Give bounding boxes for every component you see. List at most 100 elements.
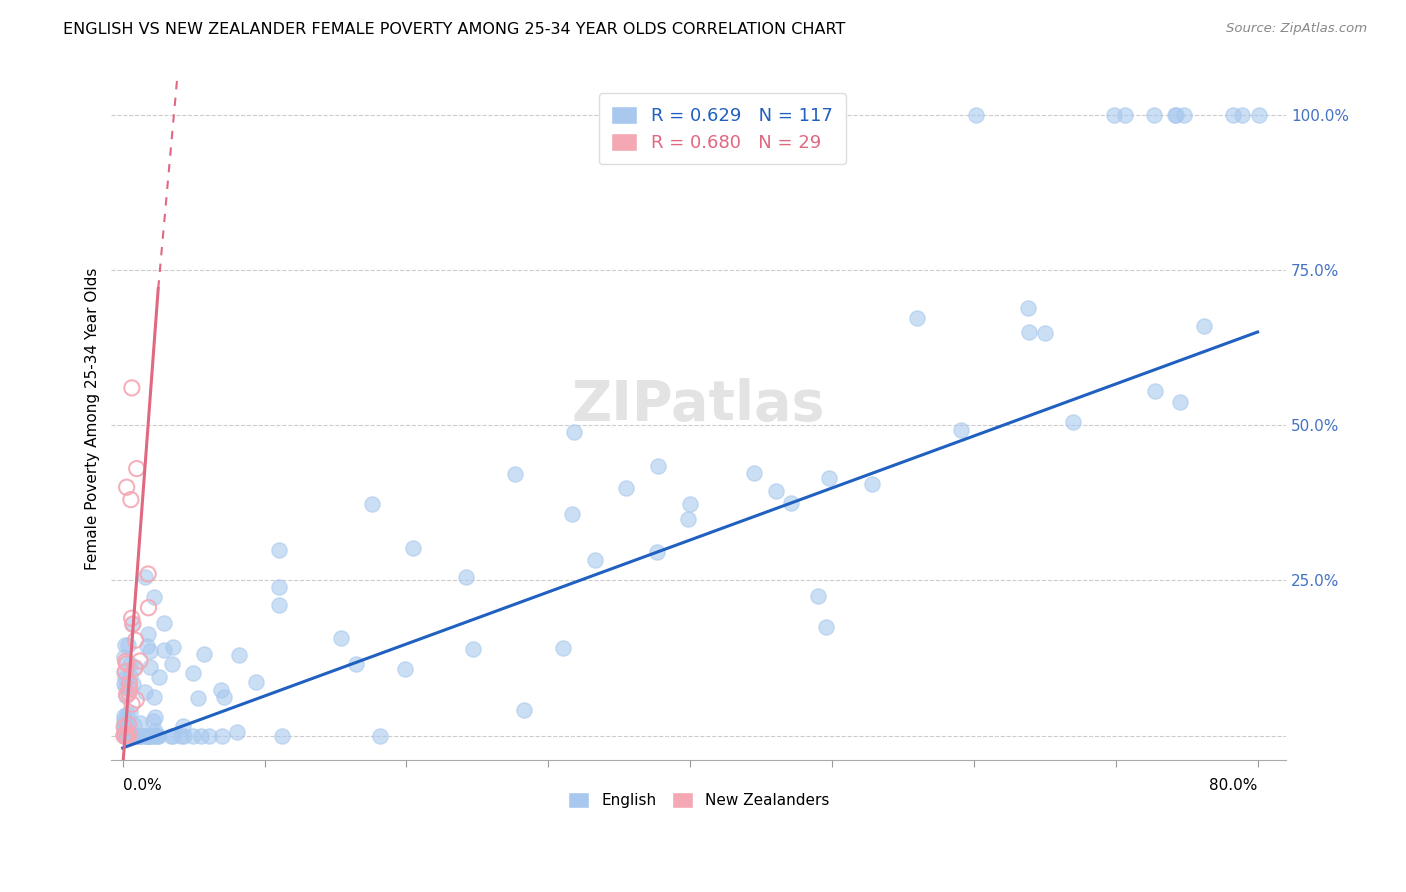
Point [679,497,702,511]
Point [505,467,527,481]
Point [817,471,839,485]
Text: ENGLISH VS NEW ZEALANDER FEMALE POVERTY AMONG 25-34 YEAR OLDS CORRELATION CHART: ENGLISH VS NEW ZEALANDER FEMALE POVERTY … [63,22,845,37]
Point [143,710,166,724]
Point [1173,108,1195,122]
Point [112,650,135,665]
Point [456,570,478,584]
Point [645,545,668,559]
Point [183,665,205,680]
Point [212,690,235,705]
Point [1017,301,1039,315]
Point [815,619,838,633]
Point [112,720,135,734]
Point [134,569,156,583]
Point [765,483,787,498]
Point [162,729,184,743]
Point [112,721,135,735]
Text: ZIPatlas: ZIPatlas [572,378,825,433]
Point [153,643,176,657]
Point [647,458,669,473]
Point [115,657,138,671]
Y-axis label: Female Poverty Among 25-34 Year Olds: Female Poverty Among 25-34 Year Olds [86,268,100,570]
Point [124,633,146,648]
Point [1166,108,1188,122]
Point [125,729,148,743]
Point [394,662,416,676]
Point [120,492,142,507]
Point [1168,395,1191,409]
Point [122,617,145,632]
Point [114,729,136,743]
Point [112,716,135,731]
Text: Source: ZipAtlas.com: Source: ZipAtlas.com [1226,22,1367,36]
Point [172,719,194,733]
Point [115,729,138,743]
Point [742,467,765,481]
Point [124,660,146,674]
Point [138,643,160,657]
Point [112,729,135,743]
Point [118,682,141,697]
Point [114,655,136,669]
Point [115,688,138,702]
Point [1222,108,1244,122]
Point [1230,108,1253,122]
Point [112,729,135,743]
Point [860,477,883,491]
Point [173,729,195,743]
Point [118,686,141,700]
Point [1102,108,1125,122]
Point [160,729,183,743]
Point [950,423,973,437]
Point [112,729,135,743]
Point [138,729,160,743]
Point [136,729,159,743]
Point [198,729,221,743]
Point [115,480,138,494]
Point [129,715,152,730]
Point [136,627,159,641]
Point [115,719,138,733]
Point [138,600,160,615]
Point [114,671,136,685]
Point [122,718,145,732]
Point [142,714,165,729]
Point [153,616,176,631]
Point [461,642,484,657]
Point [269,542,291,557]
Point [1062,416,1084,430]
Point [209,683,232,698]
Point [118,676,141,690]
Point [965,108,987,122]
Point [114,638,136,652]
Point [162,640,184,654]
Point [1249,108,1271,122]
Point [614,481,637,495]
Point [112,677,135,691]
Point [115,689,138,703]
Point [245,675,267,690]
Point [121,697,143,711]
Point [136,567,159,582]
Point [1114,108,1136,122]
Point [118,669,141,683]
Point [1033,326,1056,340]
Point [190,729,212,743]
Point [226,724,249,739]
Point [135,639,157,653]
Point [561,508,583,522]
Point [269,580,291,594]
Point [134,685,156,699]
Point [142,690,165,704]
Point [128,729,150,743]
Point [402,541,425,556]
Point [148,670,170,684]
Point [181,729,204,743]
Point [125,461,148,475]
Point [117,639,139,653]
Point [125,693,148,707]
Point [676,511,699,525]
Point [139,660,162,674]
Point [344,657,367,671]
Point [780,496,803,510]
